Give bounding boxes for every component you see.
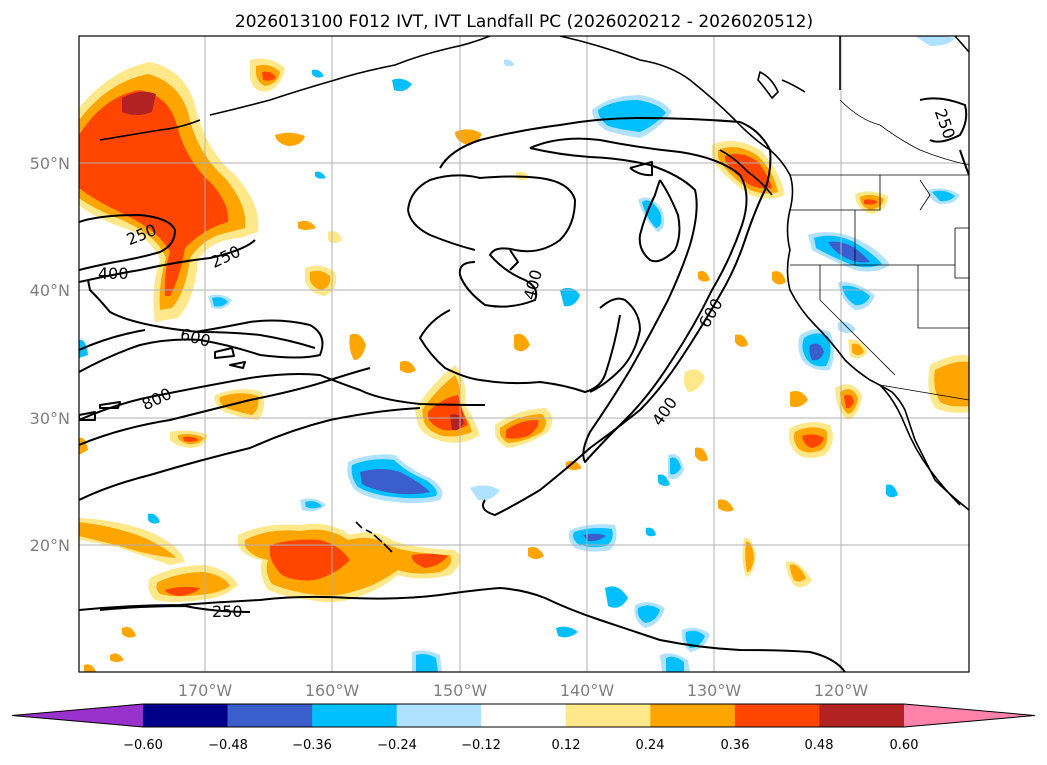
- lon-label: 160°W: [305, 681, 360, 700]
- positive-shading: [79, 58, 969, 672]
- lat-label: 30°N: [30, 409, 70, 428]
- colorbar-segment: [734, 704, 820, 727]
- lon-label: 140°W: [560, 681, 615, 700]
- lat-label: 50°N: [30, 154, 70, 173]
- lon-label: 120°W: [814, 681, 869, 700]
- colorbar-tick-label: −0.36: [292, 738, 332, 753]
- colorbar-extend-max: [904, 704, 1035, 727]
- colorbar-ticks: −0.60 −0.48 −0.36 −0.24 −0.12 0.12 0.24 …: [123, 738, 918, 753]
- lon-label: 130°W: [687, 681, 742, 700]
- lat-label: 20°N: [30, 536, 70, 555]
- map-area: 250 250 250 250 400 400 400 600 600 800: [79, 36, 969, 672]
- lat-axis-labels: 50°N 40°N 30°N 20°N: [30, 154, 70, 555]
- colorbar-tick-label: 0.12: [552, 738, 581, 753]
- colorbar-segment: [396, 704, 482, 727]
- colorbar-tick-label: 0.48: [805, 738, 834, 753]
- colorbar-segment: [227, 704, 313, 727]
- map-title: 2026013100 F012 IVT, IVT Landfall PC (20…: [235, 12, 813, 32]
- contour-label: 400: [98, 264, 129, 283]
- lon-label: 150°W: [433, 681, 488, 700]
- lon-label: 170°W: [178, 681, 233, 700]
- colorbar-tick-label: −0.60: [123, 738, 163, 753]
- colorbar-tick-label: −0.48: [208, 738, 248, 753]
- colorbar-segment: [650, 704, 736, 727]
- colorbar-segment: [819, 704, 905, 727]
- ivt-contours: [79, 97, 969, 672]
- colorbar-segment: [312, 704, 398, 727]
- colorbar-tick-label: −0.12: [461, 738, 501, 753]
- lon-axis-labels: 170°W 160°W 150°W 140°W 130°W 120°W: [178, 681, 869, 700]
- colorbar-tick-label: 0.60: [890, 738, 919, 753]
- colorbar-outline: [11, 703, 1036, 728]
- colorbar-tick-label: −0.24: [377, 738, 417, 753]
- contour-label: 250: [212, 602, 243, 621]
- colorbar-tick-label: 0.24: [636, 738, 665, 753]
- colorbar-segment: [143, 704, 229, 727]
- map-frame: [78, 35, 970, 673]
- negative-shading: [79, 36, 960, 672]
- colorbar-segment: [481, 704, 567, 727]
- colorbar-extend-min: [12, 704, 143, 727]
- lat-label: 40°N: [30, 281, 70, 300]
- colorbar-tick-label: 0.36: [721, 738, 750, 753]
- colorbar: [11, 703, 1036, 728]
- political-borders: [790, 99, 969, 401]
- colorbar-segment: [565, 704, 651, 727]
